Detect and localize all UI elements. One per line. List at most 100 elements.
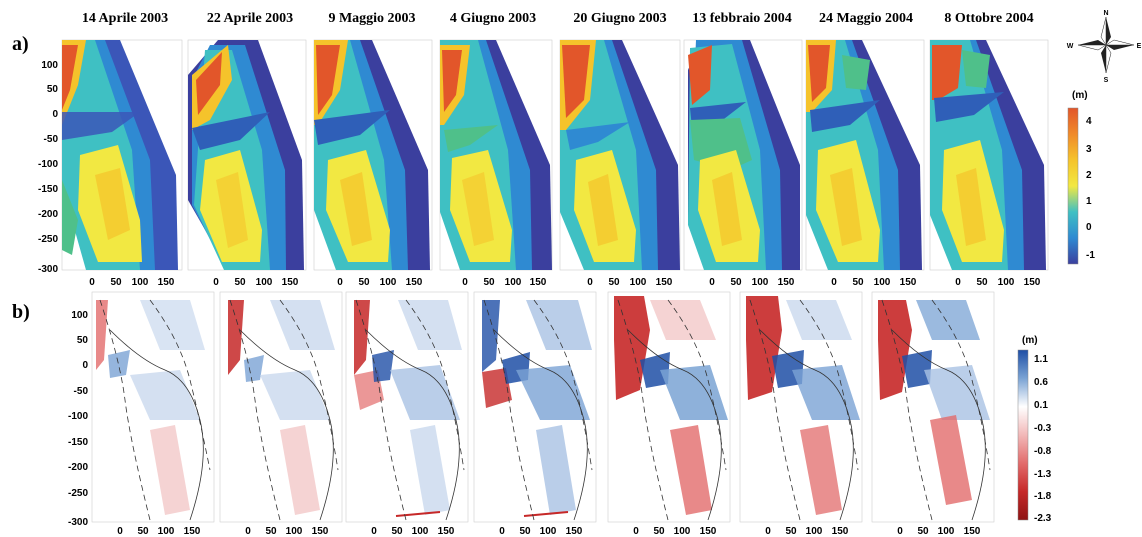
- difference-map-1: [91, 291, 215, 523]
- x-tick-b: 0: [245, 526, 251, 537]
- y-tick-a: -250: [38, 234, 58, 245]
- x-tick-b: 0: [117, 526, 123, 537]
- colorbar-b-tick: -1.3: [1034, 469, 1052, 480]
- x-tick-a: 150: [530, 277, 547, 288]
- x-tick-b: 150: [964, 526, 981, 537]
- y-tick-b: -150: [68, 437, 88, 448]
- x-tick-a: 100: [998, 277, 1015, 288]
- colorbar-a: (m) 4 3 2 1 0 -1: [1067, 90, 1095, 265]
- elevation-map-6: [683, 39, 803, 271]
- x-tick-b: 100: [540, 526, 557, 537]
- colorbar-b-tick: -1.8: [1034, 491, 1052, 502]
- colorbar-a-tick: 3: [1086, 144, 1092, 155]
- x-tick-a: 150: [406, 277, 423, 288]
- colorbar-b-bar: [1017, 349, 1029, 521]
- colorbar-a-tick: 4: [1086, 116, 1092, 127]
- x-tick-a: 0: [462, 277, 468, 288]
- x-tick-b: 100: [806, 526, 823, 537]
- difference-map-3: [345, 291, 469, 523]
- y-tick-b: -100: [68, 411, 88, 422]
- compass-e: E: [1137, 43, 1142, 50]
- date-title-7: 24 Maggio 2004: [819, 11, 913, 26]
- difference-map-7: [871, 291, 995, 523]
- y-axis-b: 100 50 0 -50 -100 -150 -200 -250 -300: [68, 310, 88, 528]
- y-tick-a: -100: [38, 159, 58, 170]
- y-tick-b: -300: [68, 517, 88, 528]
- y-tick-a: -200: [38, 209, 58, 220]
- y-tick-a: 100: [41, 60, 58, 71]
- y-tick-a: -300: [38, 264, 58, 275]
- x-tick-a: 0: [955, 277, 961, 288]
- x-tick-a: 100: [752, 277, 769, 288]
- date-title-5: 20 Giugno 2003: [573, 11, 666, 26]
- x-tick-a: 150: [1024, 277, 1041, 288]
- colorbar-b-tick: -0.3: [1034, 423, 1052, 434]
- x-tick-b: 50: [265, 526, 277, 537]
- date-titles: 14 Aprile 2003 22 Aprile 2003 9 Maggio 2…: [82, 11, 1034, 26]
- compass-n: N: [1103, 10, 1108, 17]
- y-tick-a: 50: [47, 84, 59, 95]
- x-tick-a: 0: [213, 277, 219, 288]
- x-tick-a: 50: [608, 277, 620, 288]
- y-tick-b: -250: [68, 488, 88, 499]
- x-tick-b: 0: [633, 526, 639, 537]
- x-tick-a: 100: [256, 277, 273, 288]
- y-tick-b: 0: [82, 360, 88, 371]
- x-tick-b: 50: [653, 526, 665, 537]
- x-tick-b: 100: [412, 526, 429, 537]
- x-tick-b: 50: [785, 526, 797, 537]
- x-tick-a: 0: [337, 277, 343, 288]
- colorbar-b-tick: -0.8: [1034, 446, 1052, 457]
- x-tick-a: 150: [778, 277, 795, 288]
- x-tick-a: 50: [976, 277, 988, 288]
- x-tick-a: 150: [656, 277, 673, 288]
- colorbar-b-tick: 0.1: [1034, 400, 1048, 411]
- x-tick-b: 150: [438, 526, 455, 537]
- x-tick-a: 100: [874, 277, 891, 288]
- x-tick-a: 150: [900, 277, 917, 288]
- y-tick-a: -50: [44, 134, 59, 145]
- date-title-1: 14 Aprile 2003: [82, 11, 168, 26]
- colorbar-b: (m) 1.1 0.6 0.1 -0.3 -0.8 -1.3 -1.8 -2.3: [1017, 335, 1052, 524]
- x-axis-a: 0 50 100 150 0 50 100 150 0 50 100 150 0…: [89, 277, 1041, 288]
- elevation-map-7: [805, 39, 925, 271]
- x-tick-b: 0: [371, 526, 377, 537]
- x-tick-b: 150: [700, 526, 717, 537]
- x-tick-a: 50: [730, 277, 742, 288]
- x-tick-a: 50: [110, 277, 122, 288]
- date-title-2: 22 Aprile 2003: [207, 11, 293, 26]
- x-tick-b: 50: [917, 526, 929, 537]
- x-tick-b: 100: [158, 526, 175, 537]
- panel-b-label: b): [12, 301, 30, 323]
- x-tick-b: 50: [137, 526, 149, 537]
- x-tick-b: 150: [184, 526, 201, 537]
- colorbar-b-unit: (m): [1022, 335, 1038, 346]
- x-tick-a: 0: [831, 277, 837, 288]
- x-tick-b: 150: [566, 526, 583, 537]
- elevation-map-1: [61, 39, 183, 271]
- colorbar-a-unit: (m): [1072, 90, 1088, 101]
- compass-w: W: [1067, 43, 1074, 50]
- difference-maps-row: [91, 291, 995, 523]
- x-tick-a: 150: [282, 277, 299, 288]
- date-title-3: 9 Maggio 2003: [328, 11, 415, 26]
- x-tick-a: 50: [358, 277, 370, 288]
- x-axis-b: 0 50 100 150 0 50 100 150 0 50 100 150 0…: [117, 526, 981, 537]
- panel-a-label: a): [12, 33, 29, 55]
- y-axis-a: 100 50 0 -50 -100 -150 -200 -250 -300: [38, 60, 58, 275]
- x-tick-a: 0: [587, 277, 593, 288]
- elevation-map-2: [187, 39, 307, 271]
- y-tick-a: -150: [38, 184, 58, 195]
- difference-map-5: [607, 291, 731, 523]
- compass-rose-icon: N S W E: [1067, 10, 1142, 84]
- x-tick-a: 0: [709, 277, 715, 288]
- x-tick-a: 0: [89, 277, 95, 288]
- x-tick-b: 50: [519, 526, 531, 537]
- difference-map-6: [739, 291, 863, 523]
- x-tick-a: 100: [505, 277, 522, 288]
- colorbar-b-tick: 1.1: [1034, 354, 1048, 365]
- x-tick-b: 100: [286, 526, 303, 537]
- y-tick-b: -50: [74, 386, 89, 397]
- x-tick-b: 100: [674, 526, 691, 537]
- difference-map-4: [473, 291, 597, 523]
